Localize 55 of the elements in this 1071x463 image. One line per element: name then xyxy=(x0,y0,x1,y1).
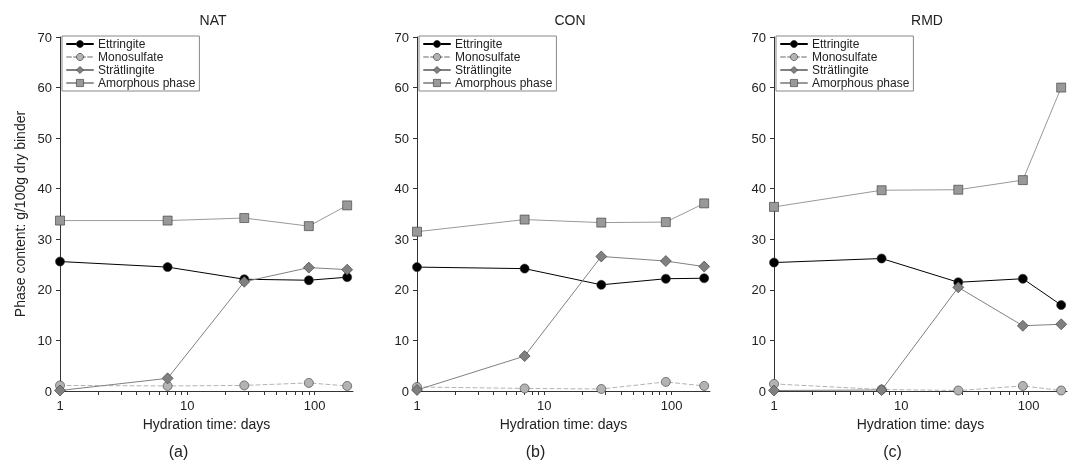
legend-label: Monosulfate xyxy=(455,50,521,64)
x-tick-label: 1 xyxy=(56,398,64,413)
y-tick-label: 20 xyxy=(37,282,52,298)
y-tick-label: 20 xyxy=(394,282,409,298)
text: (a) xyxy=(168,442,189,460)
legend-label: Monosulfate xyxy=(812,50,878,64)
y-tick-label: 30 xyxy=(751,231,766,247)
y-tick-label: 0 xyxy=(401,383,409,399)
y-tick-label: 60 xyxy=(394,80,409,96)
chart-title: RMD xyxy=(911,12,943,28)
text: (c) xyxy=(883,442,902,460)
legend-label: Ettringite xyxy=(812,37,860,51)
y-tick-label: 70 xyxy=(394,29,409,45)
x-axis-title: Hydration time: days xyxy=(856,415,985,432)
y-tick-label: 70 xyxy=(751,29,766,45)
legend-label: Amorphous phase xyxy=(812,76,910,90)
y-axis-title: Phase content: g/100g dry binder xyxy=(11,110,28,318)
text: (b) xyxy=(525,442,546,460)
legend-label: Amorphous phase xyxy=(98,76,196,90)
y-tick-label: 0 xyxy=(758,383,766,399)
x-tick-label: 1 xyxy=(770,398,778,413)
legend-label: Strätlingite xyxy=(455,63,513,77)
y-tick-label: 10 xyxy=(394,332,409,348)
chart-title: NAT xyxy=(199,12,227,28)
y-tick-label: 60 xyxy=(751,80,766,96)
legend-label: Strätlingite xyxy=(812,63,870,77)
y-tick-label: 40 xyxy=(37,181,52,197)
x-tick-label: 100 xyxy=(303,398,326,413)
chart-title: CON xyxy=(554,12,586,28)
y-tick-label: 40 xyxy=(394,181,409,197)
y-tick-label: 50 xyxy=(751,130,766,146)
x-axis-title: Hydration time: days xyxy=(499,415,628,432)
x-tick-label: 100 xyxy=(660,398,683,413)
y-tick-label: 10 xyxy=(37,332,52,348)
legend-label: Ettringite xyxy=(98,37,146,51)
legend-label: Monosulfate xyxy=(98,50,164,64)
y-tick-label: 30 xyxy=(394,231,409,247)
legend-label: Amorphous phase xyxy=(455,76,553,90)
y-tick-label: 40 xyxy=(751,181,766,197)
x-tick-label: 10 xyxy=(180,398,195,413)
y-tick-label: 10 xyxy=(751,332,766,348)
y-tick-label: 50 xyxy=(37,130,52,146)
x-tick-label: 10 xyxy=(537,398,552,413)
y-tick-label: 70 xyxy=(37,29,52,45)
y-tick-label: 0 xyxy=(44,383,52,399)
y-tick-label: 30 xyxy=(37,231,52,247)
y-tick-label: 60 xyxy=(37,80,52,96)
x-tick-label: 1 xyxy=(413,398,421,413)
x-tick-label: 10 xyxy=(894,398,909,413)
legend-label: Ettringite xyxy=(455,37,503,51)
y-tick-label: 50 xyxy=(394,130,409,146)
x-axis-title: Hydration time: days xyxy=(142,415,271,432)
legend-label: Strätlingite xyxy=(98,63,156,77)
x-tick-label: 100 xyxy=(1017,398,1040,413)
y-tick-label: 20 xyxy=(751,282,766,298)
